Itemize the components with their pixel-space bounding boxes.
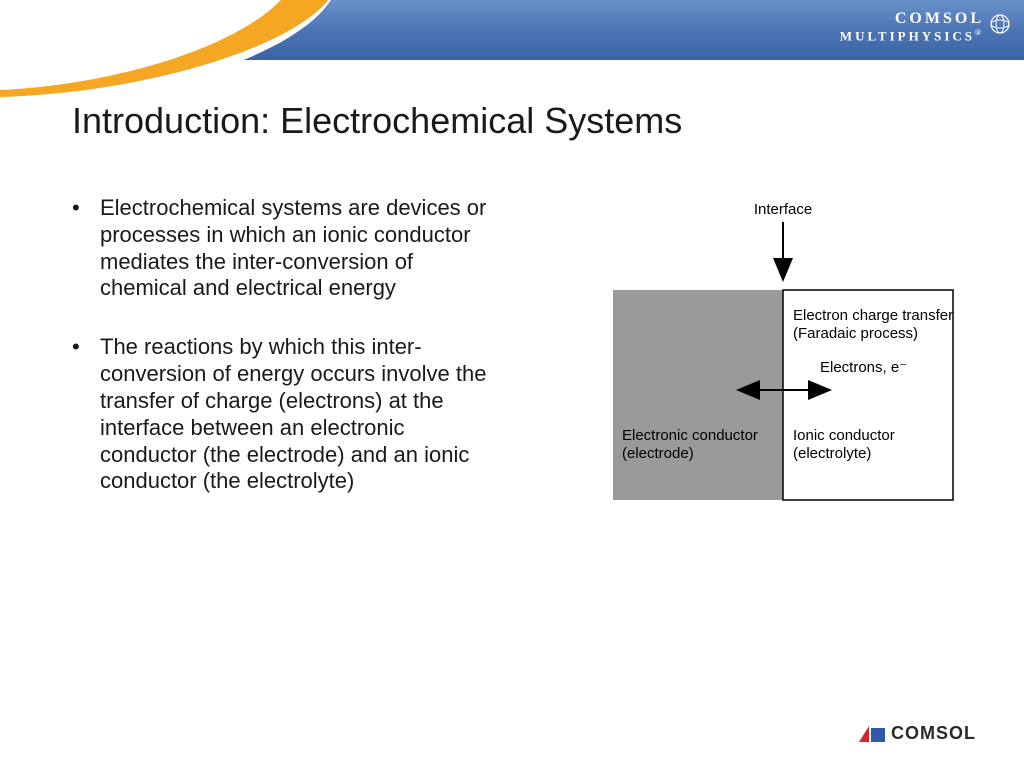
bullet-text: The reactions by which this inter-conver… <box>100 334 492 495</box>
bullet-dot-icon: • <box>72 195 100 302</box>
brand-globe-icon <box>990 14 1010 34</box>
bullet-dot-icon: • <box>72 334 100 495</box>
diagram-left-label1: Electronic conductor <box>622 427 758 444</box>
diagram-left-box <box>613 290 783 500</box>
diagram-left-label2: (electrode) <box>622 445 694 462</box>
bullet-list: • Electrochemical systems are devices or… <box>72 195 492 527</box>
bullet-text: Electrochemical systems are devices or p… <box>100 195 492 302</box>
brand-block: COMSOL MULTIPHYSICS® <box>840 10 984 44</box>
diagram-interface-label: Interface <box>754 201 812 218</box>
footer-logo-icon <box>859 726 885 742</box>
brand-line1: COMSOL <box>840 10 984 28</box>
diagram-right-label1: Ionic conductor <box>793 427 895 444</box>
diagram-right-label2: (electrolyte) <box>793 445 871 462</box>
bullet-item: • The reactions by which this inter-conv… <box>72 334 492 495</box>
slide-title: Introduction: Electrochemical Systems <box>72 100 682 142</box>
footer-brand-text: COMSOL <box>891 723 976 744</box>
bullet-item: • Electrochemical systems are devices or… <box>72 195 492 302</box>
footer-logo: COMSOL <box>859 723 976 744</box>
diagram-annotation2: Electrons, e⁻ <box>820 359 907 376</box>
diagram-annotation1-line1: Electron charge transfer <box>793 307 953 324</box>
electrochemical-diagram: Interface Electron charge transfer (Fara… <box>560 200 970 540</box>
brand-line2: MULTIPHYSICS® <box>840 28 984 44</box>
diagram-annotation1-line2: (Faradaic process) <box>793 325 918 342</box>
